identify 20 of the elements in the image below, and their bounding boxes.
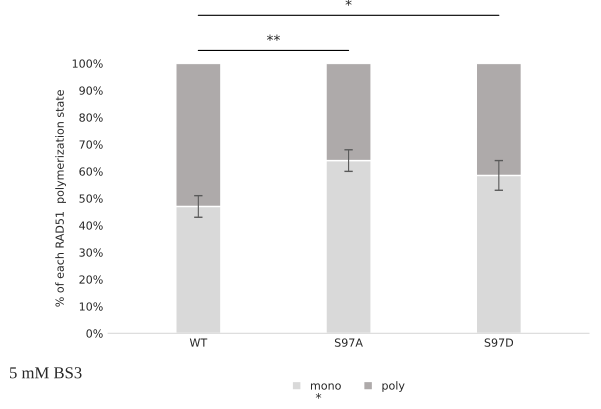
- x-tick-label: S97A: [334, 338, 363, 347]
- y-tick-label: 100%: [72, 59, 103, 68]
- y-tick-label: 80%: [79, 113, 103, 122]
- text: *: [316, 393, 322, 399]
- legend-label: poly: [382, 381, 405, 392]
- y-tick-label: 20%: [79, 275, 103, 284]
- y-tick-label: 90%: [79, 86, 103, 95]
- y-tick-label: 30%: [79, 248, 103, 257]
- y-tick-label: 0%: [86, 329, 103, 338]
- y-axis-title: % of each RAD51 polymerization state: [55, 90, 66, 307]
- legend-label: mono: [310, 383, 341, 390]
- x-tick-label: S97D: [484, 338, 514, 347]
- y-tick-label: 50%: [79, 194, 103, 203]
- x-tick-label: WT: [190, 338, 208, 347]
- y-tick-label: 40%: [79, 221, 103, 230]
- text: 5 mM BS3: [10, 367, 82, 378]
- text: **: [266, 34, 280, 41]
- y-tick-label: 60%: [79, 167, 103, 176]
- y-tick-label: 70%: [80, 140, 103, 149]
- y-tick-label: 10%: [80, 302, 103, 311]
